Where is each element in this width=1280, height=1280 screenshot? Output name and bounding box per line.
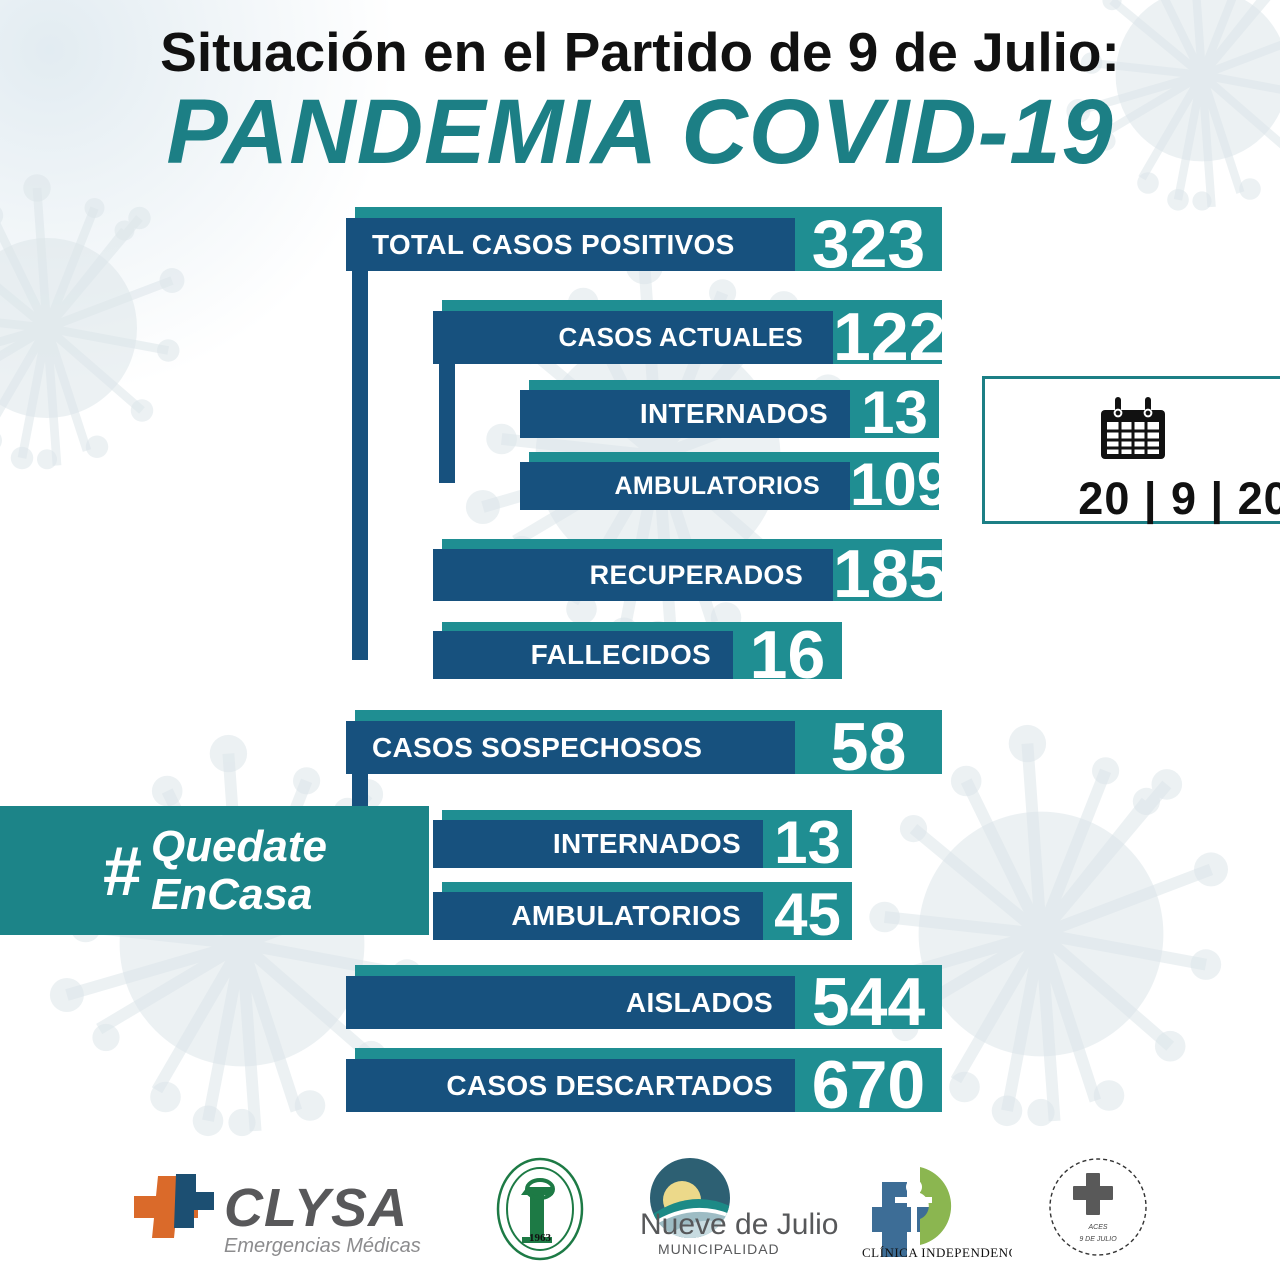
svg-text:Emergencias Médicas: Emergencias Médicas: [224, 1235, 421, 1257]
svg-text:MUNICIPALIDAD: MUNICIPALIDAD: [658, 1241, 780, 1257]
svg-text:CLÍNICA INDEPENDENCIA: CLÍNICA INDEPENDENCIA: [862, 1245, 1012, 1260]
svg-text:9 DE JULIO: 9 DE JULIO: [1079, 1236, 1117, 1243]
svg-text:1963: 1963: [529, 1232, 552, 1244]
svg-text:CLYSA: CLYSA: [224, 1178, 408, 1238]
svg-text:ACES: ACES: [1087, 1224, 1107, 1231]
svg-text:Nueve de Julio: Nueve de Julio: [640, 1208, 838, 1241]
